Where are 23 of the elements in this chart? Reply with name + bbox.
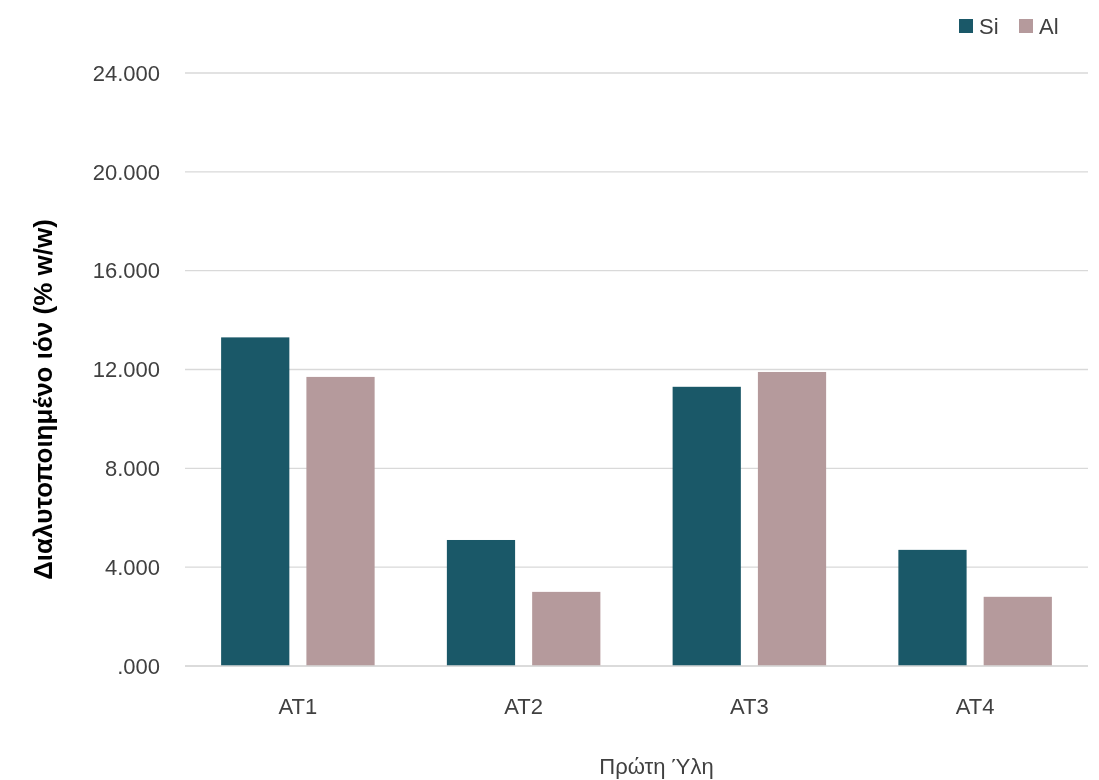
- bar: [306, 376, 375, 666]
- bar: [672, 386, 741, 666]
- y-tick-label: 24.000: [92, 60, 160, 86]
- bar: [983, 596, 1052, 666]
- y-tick-label: 12.000: [92, 357, 160, 383]
- x-axis-title: Πρώτη Ύλη: [599, 754, 714, 779]
- y-tick-label: 16.000: [92, 258, 160, 284]
- bar: [532, 591, 601, 666]
- bar: [898, 549, 967, 666]
- y-tick-label: 8.000: [104, 456, 160, 482]
- y-axis-title: Διαλυτοποιημένο ιόν (% w/w): [28, 219, 58, 580]
- x-tick-label: AT1: [278, 694, 318, 719]
- x-tick-label: AT3: [730, 694, 769, 719]
- x-tick-label: AT2: [504, 694, 543, 719]
- y-tick-label: .000: [117, 653, 160, 679]
- bar: [757, 371, 827, 666]
- x-tick-label: AT4: [955, 694, 995, 719]
- legend-label: Al: [1039, 13, 1059, 39]
- legend-label: Si: [979, 13, 999, 39]
- y-tick-label: 20.000: [92, 159, 160, 185]
- bar: [221, 337, 290, 666]
- bar: [446, 539, 516, 666]
- y-tick-label: 4.000: [104, 554, 160, 580]
